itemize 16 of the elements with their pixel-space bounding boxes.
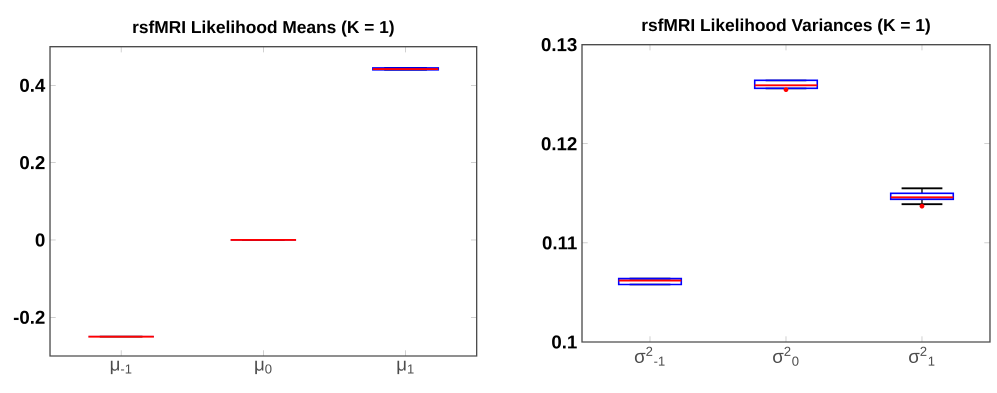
y-tick-label: 0.13: [542, 38, 577, 52]
y-tick-label: -0.2: [14, 310, 45, 324]
y-tick-label: 0.11: [542, 236, 577, 250]
y-tick-label: 0.1: [552, 335, 577, 349]
chart-title: rsfMRI Likelihood Variances (K = 1): [642, 18, 930, 35]
y-tick-label: 0: [36, 233, 45, 247]
x-tick-label: σ$^{2}$0: [773, 346, 799, 366]
x-tick-label: μ$_{1}$: [397, 360, 414, 374]
y-tick-label: 0.2: [20, 156, 45, 170]
x-tick-label: σ$^{2}$-1: [634, 346, 665, 366]
x-tick-label: σ$^{2}$1: [909, 346, 934, 366]
chart-title: rsfMRI Likelihood Means (K = 1): [133, 20, 394, 37]
y-tick-label: 0.4: [20, 78, 46, 92]
x-tick-label: μ$_{0}$: [255, 360, 272, 374]
x-tick-label: μ$_{-1}$: [110, 360, 132, 374]
y-tick-label: 0.12: [542, 137, 577, 150]
